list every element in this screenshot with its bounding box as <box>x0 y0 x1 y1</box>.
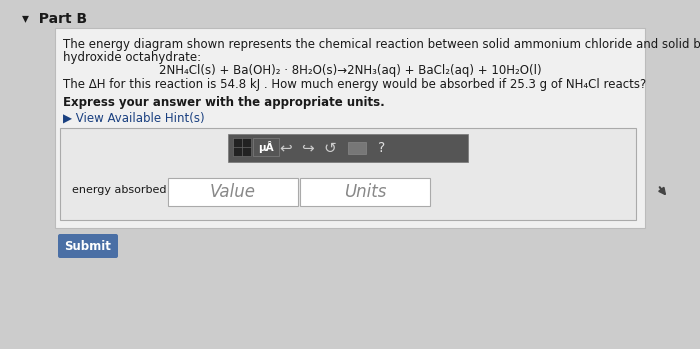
Bar <box>300 178 430 206</box>
Text: energy absorbed =: energy absorbed = <box>72 185 179 195</box>
Text: 2NH₄Cl(s) + Ba(OH)₂ · 8H₂O(s)→2NH₃(aq) + BaCl₂(aq) + 10H₂O(l): 2NH₄Cl(s) + Ba(OH)₂ · 8H₂O(s)→2NH₃(aq) +… <box>159 64 541 77</box>
Bar <box>233 138 251 156</box>
Text: Value: Value <box>210 183 256 201</box>
Text: Express your answer with the appropriate units.: Express your answer with the appropriate… <box>63 96 385 109</box>
Text: ↩: ↩ <box>279 141 293 156</box>
Bar <box>168 178 298 206</box>
Text: μÂ: μÂ <box>258 141 274 153</box>
Bar <box>253 138 279 156</box>
Text: ▾  Part B: ▾ Part B <box>22 12 87 26</box>
Bar <box>348 142 366 154</box>
Text: The energy diagram shown represents the chemical reaction between solid ammonium: The energy diagram shown represents the … <box>63 38 700 51</box>
Text: ?: ? <box>379 141 386 155</box>
FancyBboxPatch shape <box>228 134 468 162</box>
Text: The ΔH for this reaction is 54.8 kJ . How much energy would be absorbed if 25.3 : The ΔH for this reaction is 54.8 kJ . Ho… <box>63 78 646 91</box>
Text: Units: Units <box>344 183 386 201</box>
Text: Submit: Submit <box>64 239 111 252</box>
Text: ↺: ↺ <box>323 141 337 156</box>
FancyBboxPatch shape <box>60 128 636 220</box>
Text: hydroxide octahydrate:: hydroxide octahydrate: <box>63 51 201 64</box>
Text: ▶ View Available Hint(s): ▶ View Available Hint(s) <box>63 112 204 125</box>
Text: ↪: ↪ <box>302 141 314 156</box>
FancyBboxPatch shape <box>58 234 118 258</box>
FancyBboxPatch shape <box>55 28 645 228</box>
